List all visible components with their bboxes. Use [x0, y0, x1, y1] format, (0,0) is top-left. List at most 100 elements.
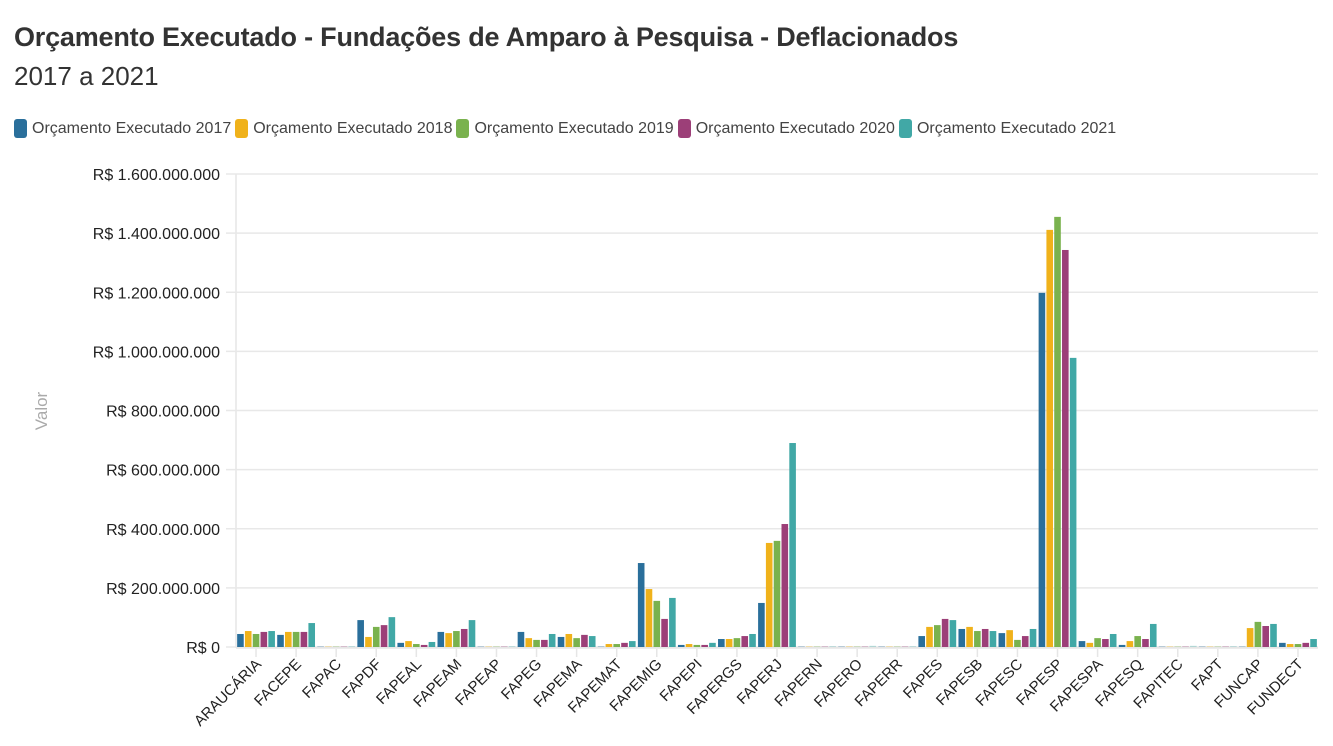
bar-fapitec-2020[interactable]	[1182, 646, 1189, 647]
bar-araucária-2019[interactable]	[252, 633, 260, 647]
bar-fapergs-2019[interactable]	[733, 638, 741, 647]
bar-fapeap-2017[interactable]	[477, 646, 485, 647]
bar-faperr-2017[interactable]	[878, 646, 885, 647]
bar-fapern-2021[interactable]	[829, 646, 836, 647]
bar-fapesc-2021[interactable]	[1029, 628, 1037, 647]
bar-fapeg-2018[interactable]	[525, 638, 533, 647]
bar-fapeap-2021[interactable]	[508, 646, 516, 647]
bar-fapeal-2020[interactable]	[420, 644, 428, 647]
bar-fapdf-2019[interactable]	[372, 626, 380, 647]
bar-funcap-2018[interactable]	[1246, 628, 1254, 647]
bar-araucária-2018[interactable]	[244, 631, 252, 647]
bar-fapitec-2018[interactable]	[1166, 646, 1174, 647]
bar-fapac-2018[interactable]	[325, 646, 332, 647]
bar-fapergs-2017[interactable]	[718, 639, 725, 647]
bar-fapemig-2018[interactable]	[645, 589, 653, 647]
bar-fapepi-2019[interactable]	[693, 644, 701, 647]
bar-araucária-2017[interactable]	[237, 633, 244, 647]
bar-fapemat-2018[interactable]	[605, 644, 613, 647]
bar-fapespa-2019[interactable]	[1094, 638, 1101, 647]
bar-fapesq-2021[interactable]	[1149, 623, 1157, 647]
bar-fapern-2019[interactable]	[813, 646, 821, 647]
bar-fapeal-2019[interactable]	[413, 644, 420, 647]
bar-fapero-2018[interactable]	[846, 646, 853, 647]
bar-fapesb-2018[interactable]	[966, 626, 973, 647]
bar-funcap-2020[interactable]	[1262, 626, 1269, 647]
bar-fapesb-2017[interactable]	[958, 628, 966, 647]
bar-fapes-2020[interactable]	[941, 618, 949, 647]
bar-fapeap-2020[interactable]	[500, 646, 508, 647]
bar-faperr-2021[interactable]	[909, 646, 917, 647]
legend-item-2017[interactable]: Orçamento Executado 2017	[14, 119, 231, 138]
bar-faperr-2020[interactable]	[901, 646, 909, 647]
legend-item-2020[interactable]: Orçamento Executado 2020	[677, 119, 895, 138]
bar-fapeal-2017[interactable]	[397, 642, 405, 647]
bar-facepe-2017[interactable]	[277, 634, 284, 647]
bar-fapt-2021[interactable]	[1230, 646, 1237, 647]
bar-fapepi-2018[interactable]	[685, 644, 693, 647]
bar-fapeam-2018[interactable]	[445, 633, 452, 647]
bar-fapesp-2017[interactable]	[1038, 292, 1046, 647]
bar-fapemig-2019[interactable]	[653, 600, 661, 647]
bar-fapemig-2020[interactable]	[661, 618, 668, 647]
bar-fapdf-2017[interactable]	[357, 620, 364, 647]
bar-fundect-2019[interactable]	[1294, 644, 1302, 647]
bar-faperj-2020[interactable]	[781, 524, 789, 647]
bar-fapemat-2021[interactable]	[629, 641, 636, 647]
bar-fapemat-2019[interactable]	[613, 644, 620, 647]
bar-fundect-2017[interactable]	[1279, 642, 1286, 647]
bar-fapespa-2021[interactable]	[1109, 633, 1117, 647]
bar-fapeam-2019[interactable]	[453, 631, 460, 647]
bar-fapero-2020[interactable]	[861, 646, 869, 647]
bar-fapesq-2019[interactable]	[1134, 636, 1141, 647]
bar-fapesb-2019[interactable]	[974, 631, 981, 647]
bar-fapac-2021[interactable]	[348, 646, 356, 647]
bar-fapac-2020[interactable]	[340, 646, 348, 647]
bar-fapdf-2018[interactable]	[365, 636, 372, 647]
bar-fapesc-2020[interactable]	[1021, 636, 1029, 647]
bar-fapac-2017[interactable]	[317, 646, 324, 647]
bar-fundect-2018[interactable]	[1286, 644, 1294, 647]
bar-fapern-2017[interactable]	[798, 646, 805, 647]
bar-fapesp-2018[interactable]	[1046, 229, 1054, 647]
bar-fapesq-2018[interactable]	[1126, 641, 1134, 647]
bar-fapergs-2021[interactable]	[749, 633, 756, 647]
legend-item-2019[interactable]: Orçamento Executado 2019	[456, 119, 674, 138]
bar-fapespa-2020[interactable]	[1102, 639, 1109, 647]
bar-fapeal-2018[interactable]	[405, 641, 412, 647]
bar-faperj-2017[interactable]	[758, 602, 765, 647]
bar-fapema-2018[interactable]	[565, 633, 573, 647]
bar-fapema-2019[interactable]	[573, 638, 580, 647]
bar-fapesq-2020[interactable]	[1142, 639, 1149, 647]
bar-fapemig-2017[interactable]	[637, 563, 645, 647]
bar-fapespa-2017[interactable]	[1078, 641, 1086, 647]
bar-fapeal-2021[interactable]	[428, 641, 436, 647]
bar-fapt-2017[interactable]	[1198, 646, 1206, 647]
bar-fapern-2020[interactable]	[821, 646, 829, 647]
bar-fapitec-2019[interactable]	[1174, 646, 1182, 647]
bar-fapema-2020[interactable]	[581, 634, 588, 647]
bar-fapes-2017[interactable]	[918, 636, 925, 647]
bar-araucária-2021[interactable]	[268, 631, 275, 647]
bar-fapitec-2017[interactable]	[1158, 646, 1166, 647]
bar-fundect-2020[interactable]	[1302, 642, 1310, 647]
bar-fapero-2021[interactable]	[869, 645, 877, 647]
bar-fapt-2018[interactable]	[1206, 646, 1214, 647]
bar-fapern-2018[interactable]	[805, 646, 813, 647]
bar-fapeg-2021[interactable]	[548, 633, 556, 647]
bar-funcap-2019[interactable]	[1254, 621, 1262, 647]
bar-fapes-2019[interactable]	[934, 625, 941, 647]
bar-fapesc-2019[interactable]	[1014, 639, 1021, 647]
bar-fapema-2017[interactable]	[557, 636, 565, 647]
bar-facepe-2018[interactable]	[285, 631, 292, 647]
bar-fapeam-2017[interactable]	[437, 631, 445, 647]
bar-fapepi-2021[interactable]	[709, 642, 716, 647]
bar-fapemat-2017[interactable]	[597, 646, 605, 647]
bar-fapeg-2020[interactable]	[541, 639, 548, 647]
bar-facepe-2021[interactable]	[308, 623, 316, 647]
bar-facepe-2019[interactable]	[292, 631, 300, 647]
bar-fapdf-2021[interactable]	[388, 617, 396, 647]
bar-araucária-2020[interactable]	[260, 631, 268, 647]
bar-fapepi-2020[interactable]	[701, 644, 708, 647]
bar-faperj-2018[interactable]	[765, 542, 773, 647]
